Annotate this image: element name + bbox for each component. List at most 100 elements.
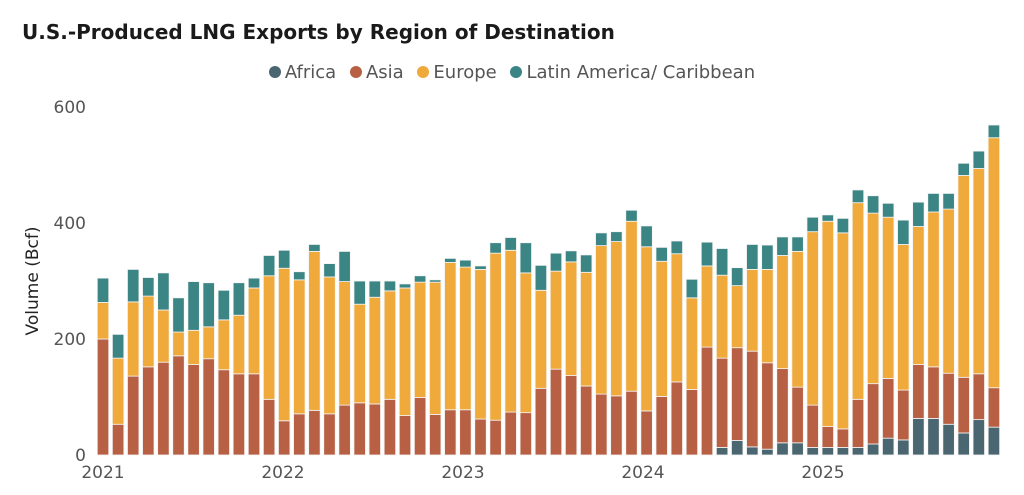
bar-latin-america-caribbean-2021-05 (157, 272, 170, 311)
bar-latin-america-caribbean-2021-03 (127, 268, 140, 303)
bar-asia-2021-11 (247, 373, 261, 456)
bar-asia-2024-07 (731, 347, 744, 441)
bar-latin-america-caribbean-2025-01 (821, 214, 834, 222)
bar-latin-america-caribbean-2023-08 (564, 250, 578, 263)
bar-asia-2025-05 (882, 378, 895, 439)
bar-europe-2021-05 (157, 309, 170, 363)
bar-europe-2024-09 (761, 268, 774, 364)
bar-latin-america-caribbean-2022-12 (444, 257, 457, 263)
bar-latin-america-caribbean-2021-12 (262, 255, 276, 277)
bar-latin-america-caribbean-2023-11 (610, 231, 623, 242)
bar-latin-america-caribbean-2022-01 (278, 249, 291, 269)
bar-latin-america-caribbean-2023-03 (489, 242, 502, 254)
y-tick-label: 600 (54, 98, 86, 118)
bar-europe-2025-01 (821, 220, 834, 427)
bar-europe-2025-03 (851, 202, 865, 400)
bar-asia-2024-05 (700, 346, 714, 456)
bar-europe-2023-12 (625, 220, 638, 392)
bar-asia-2023-01 (459, 409, 472, 456)
bar-europe-2025-08 (927, 211, 940, 368)
bar-asia-2023-03 (489, 419, 502, 456)
legend-item-africa[interactable]: Africa (268, 62, 336, 83)
bar-latin-america-caribbean-2022-04 (323, 263, 336, 278)
bar-europe-2023-09 (580, 271, 593, 387)
bar-europe-2022-08 (383, 290, 397, 400)
legend-item-asia[interactable]: Asia (349, 62, 404, 83)
bar-asia-2025-12 (987, 387, 1001, 428)
x-tick-label: 2025 (801, 463, 844, 483)
bar-latin-america-caribbean-2021-04 (142, 277, 155, 297)
bar-latin-america-caribbean-2021-09 (217, 289, 230, 321)
bar-europe-2024-04 (685, 297, 699, 390)
bar-latin-america-caribbean-2024-06 (715, 248, 729, 276)
bar-asia-2022-04 (323, 413, 336, 456)
bar-africa-2024-11 (791, 442, 804, 456)
bar-asia-2025-09 (942, 372, 955, 425)
legend-item-europe[interactable]: Europe (417, 62, 497, 83)
bar-asia-2021-07 (187, 364, 200, 456)
bar-europe-2023-07 (549, 270, 563, 370)
bar-europe-2022-03 (308, 251, 321, 411)
y-tick-label: 400 (54, 214, 86, 234)
bar-latin-america-caribbean-2024-09 (761, 244, 774, 270)
bar-asia-2024-10 (776, 368, 789, 444)
bar-asia-2022-10 (413, 397, 427, 456)
bar-asia-2021-08 (202, 358, 215, 456)
bar-europe-2021-07 (187, 329, 200, 365)
bar-latin-america-caribbean-2025-02 (836, 217, 850, 234)
legend-item-latin-america[interactable]: Latin America/ Caribbean (510, 62, 755, 83)
bar-asia-2021-03 (127, 375, 140, 456)
bar-europe-2025-12 (987, 137, 1001, 389)
bar-europe-2021-01 (96, 302, 110, 340)
bar-asia-2021-09 (217, 369, 230, 456)
bar-europe-2025-02 (836, 232, 850, 430)
bar-latin-america-caribbean-2025-04 (866, 195, 880, 214)
bar-asia-2022-08 (383, 398, 397, 456)
legend-swatch (510, 66, 523, 78)
x-axis: 2021 2022 2023 2024 2025 (81, 463, 844, 483)
bar-latin-america-caribbean-2021-02 (111, 333, 125, 359)
bar-europe-2021-11 (247, 287, 261, 375)
bar-asia-2021-06 (172, 355, 185, 456)
bar-europe-2021-04 (142, 295, 155, 368)
bar-asia-2024-03 (670, 381, 683, 456)
bar-latin-america-caribbean-2025-12 (987, 124, 1001, 139)
bar-asia-2025-02 (836, 428, 850, 448)
x-tick-label: 2022 (261, 463, 304, 483)
bar-europe-2024-10 (776, 255, 789, 369)
bar-europe-2024-06 (715, 274, 729, 359)
bar-europe-2022-06 (353, 303, 366, 404)
bar-latin-america-caribbean-2025-05 (882, 202, 895, 218)
bar-europe-2023-01 (459, 266, 472, 411)
bar-asia-2025-07 (912, 364, 925, 419)
bar-africa-2024-08 (746, 446, 759, 456)
bar-asia-2023-11 (610, 395, 623, 456)
bar-asia-2022-11 (429, 413, 442, 456)
bar-europe-2023-10 (595, 245, 608, 395)
x-tick-label: 2023 (441, 463, 484, 483)
bar-latin-america-caribbean-2025-03 (851, 189, 865, 204)
bar-africa-2025-01 (821, 447, 834, 456)
bar-asia-2023-06 (534, 387, 548, 456)
bar-latin-america-caribbean-2022-08 (383, 280, 397, 292)
bar-latin-america-caribbean-2023-12 (625, 209, 638, 222)
bar-europe-2024-03 (670, 253, 683, 383)
bar-asia-2021-05 (157, 361, 170, 456)
bar-latin-america-caribbean-2024-04 (685, 278, 699, 299)
bar-asia-2022-03 (308, 409, 321, 456)
bar-asia-2022-07 (368, 403, 381, 456)
legend-label: Latin America/ Caribbean (526, 62, 756, 83)
bar-africa-2025-02 (836, 447, 850, 456)
bar-latin-america-caribbean-2021-06 (172, 297, 185, 333)
bar-asia-2025-10 (957, 376, 970, 434)
bar-europe-2022-02 (293, 279, 306, 415)
bar-europe-2022-04 (323, 276, 336, 415)
bar-latin-america-caribbean-2024-08 (746, 244, 759, 270)
bar-europe-2025-06 (897, 244, 910, 391)
bar-africa-2024-06 (715, 447, 729, 456)
bar-latin-america-caribbean-2023-07 (549, 252, 563, 272)
bar-europe-2021-12 (262, 275, 276, 400)
bar-europe-2022-09 (398, 287, 412, 416)
bar-asia-2021-12 (262, 398, 276, 456)
bar-asia-2024-09 (761, 362, 774, 450)
